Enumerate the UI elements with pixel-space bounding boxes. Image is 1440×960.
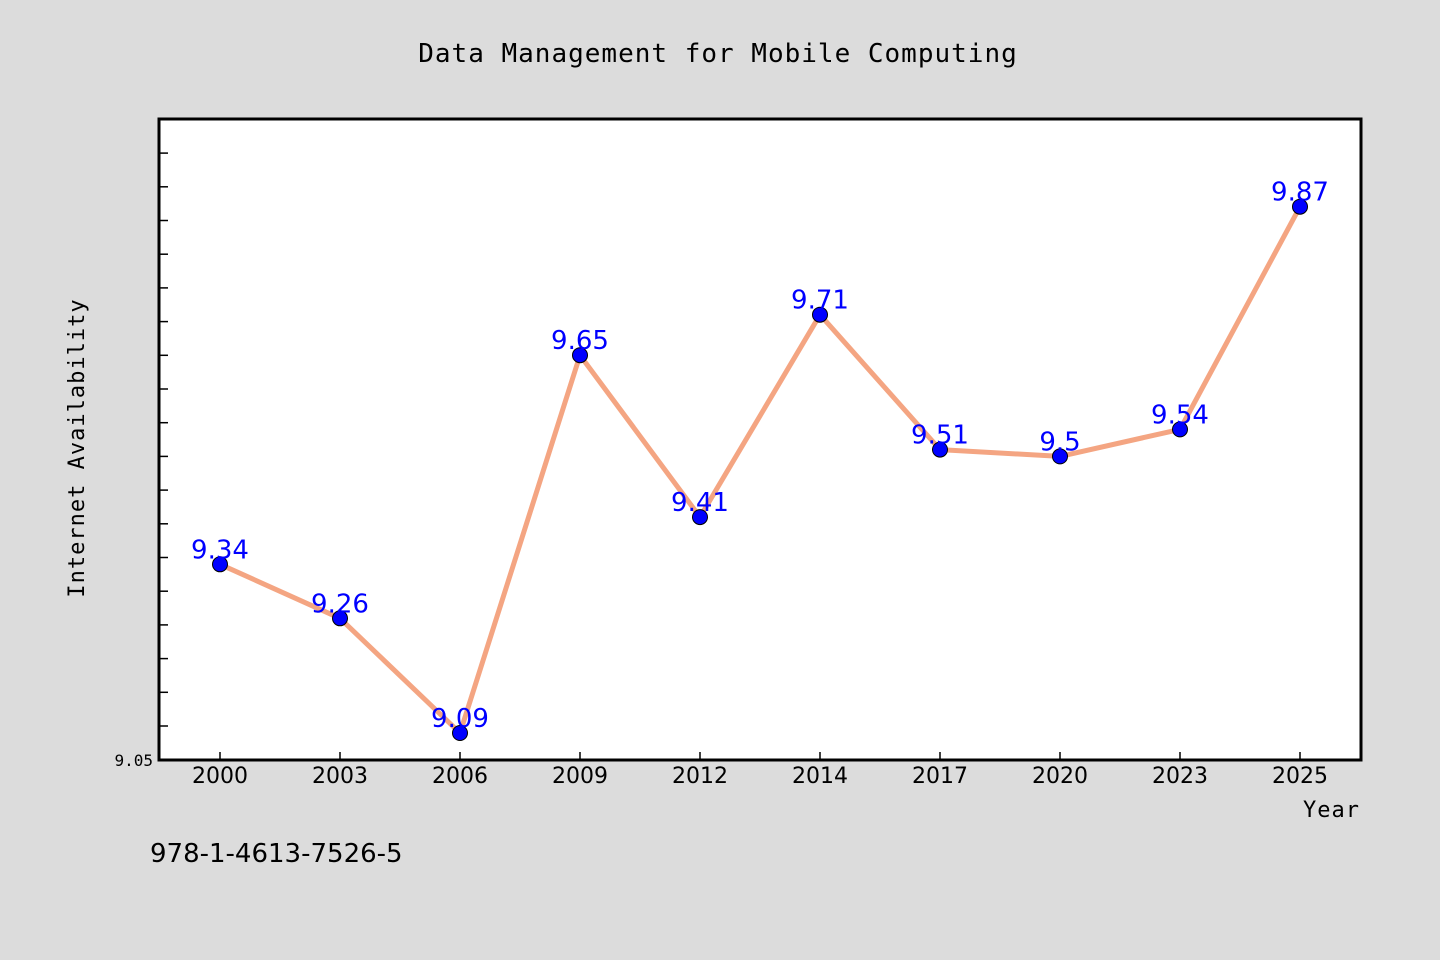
series-line xyxy=(217,204,1303,736)
data-label: 9.5 xyxy=(1039,427,1080,457)
data-point-marker xyxy=(1172,421,1188,438)
data-labels: 9.34 9.26 9.09 9.65 9.41 9.71 9.51 9.5 9.54 9.87 xyxy=(191,178,1329,734)
x-tick-label: 2017 xyxy=(912,764,968,789)
y-axis-label: Internet Availability xyxy=(65,298,90,597)
y-tick-label: 9.05 xyxy=(114,751,153,770)
x-axis-label: Year xyxy=(1303,798,1360,823)
data-point-marker xyxy=(1292,198,1308,215)
data-label: 9.65 xyxy=(551,326,609,356)
data-label: 9.87 xyxy=(1271,178,1329,208)
x-axis-ticks xyxy=(219,752,1301,760)
isbn-text: 978-1-4613-7526-5 xyxy=(150,839,403,869)
chart-title: Data Management for Mobile Computing xyxy=(418,39,1018,69)
data-point-marker xyxy=(692,509,708,526)
x-tick-label: 2003 xyxy=(312,764,368,789)
x-tick-label: 2023 xyxy=(1152,764,1208,789)
x-axis-tick-labels: 2000 2003 2006 2009 2012 2014 2017 2020 2023 2025 xyxy=(192,764,1328,789)
x-tick-label: 2014 xyxy=(792,764,848,789)
data-label: 9.34 xyxy=(191,535,249,565)
x-tick-label: 2020 xyxy=(1032,764,1088,789)
data-point-marker xyxy=(452,725,468,741)
data-label: 9.51 xyxy=(911,421,969,451)
series-markers xyxy=(212,198,1308,741)
data-point-marker xyxy=(212,556,228,573)
y-axis-ticks xyxy=(159,152,168,727)
plot-area xyxy=(157,117,1363,762)
x-tick-label: 2025 xyxy=(1272,764,1328,789)
x-tick-label: 2012 xyxy=(672,764,728,789)
data-label: 9.71 xyxy=(791,286,849,316)
data-point-marker xyxy=(332,610,348,627)
data-label: 9.26 xyxy=(311,589,369,619)
data-point-marker xyxy=(812,306,828,323)
data-label: 9.41 xyxy=(671,488,729,518)
data-point-marker xyxy=(572,347,588,364)
data-label: 9.54 xyxy=(1151,400,1209,430)
data-label: 9.09 xyxy=(431,704,489,734)
x-tick-label: 2000 xyxy=(192,764,248,789)
x-tick-label: 2006 xyxy=(432,764,488,789)
x-tick-label: 2009 xyxy=(552,764,608,789)
data-point-marker xyxy=(1052,448,1068,465)
data-point-marker xyxy=(932,441,948,458)
